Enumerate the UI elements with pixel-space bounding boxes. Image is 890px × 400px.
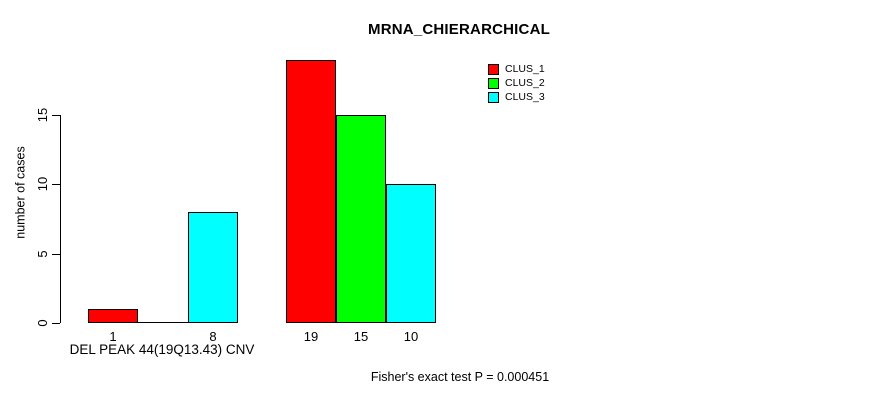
y-tick-label: 15 bbox=[35, 107, 50, 123]
bar-clus_3-group1 bbox=[188, 212, 238, 323]
legend-item-clus_1: CLUS_1 bbox=[488, 62, 545, 76]
fisher-test-annotation: Fisher's exact test P = 0.000451 bbox=[370, 370, 550, 384]
bar-clus_2-group2 bbox=[336, 115, 386, 323]
x-axis-label: DEL PEAK 44(19Q13.43) CNV bbox=[69, 342, 255, 357]
legend-swatch-clus_1 bbox=[488, 63, 499, 75]
legend-label: CLUS_3 bbox=[505, 91, 545, 103]
bar-value-label: 10 bbox=[403, 329, 419, 344]
bar-clus_2-group1 bbox=[138, 322, 188, 323]
bar-value-label: 15 bbox=[353, 329, 369, 344]
bar-clus_1-group1 bbox=[88, 309, 138, 323]
bar-clus_3-group2 bbox=[386, 184, 436, 323]
chart-title: MRNA_CHIERARCHICAL bbox=[368, 21, 550, 38]
y-axis-label: number of cases bbox=[13, 146, 28, 239]
y-axis-line bbox=[60, 115, 61, 323]
legend-label: CLUS_2 bbox=[505, 77, 545, 89]
legend-item-clus_3: CLUS_3 bbox=[488, 90, 545, 104]
y-tick-label: 5 bbox=[35, 250, 50, 258]
legend-item-clus_2: CLUS_2 bbox=[488, 76, 545, 90]
y-tick bbox=[52, 323, 60, 324]
legend-swatch-clus_2 bbox=[488, 77, 499, 89]
y-tick-label: 10 bbox=[35, 176, 50, 192]
y-tick bbox=[52, 115, 60, 116]
legend-swatch-clus_3 bbox=[488, 91, 499, 103]
bar-value-label: 19 bbox=[303, 329, 319, 344]
legend-label: CLUS_1 bbox=[505, 63, 545, 75]
y-tick bbox=[52, 254, 60, 255]
y-tick-label: 0 bbox=[35, 319, 50, 327]
y-tick bbox=[52, 184, 60, 185]
bar-value-label: 1 bbox=[109, 329, 117, 344]
bar-clus_1-group2 bbox=[286, 60, 336, 323]
bar-value-label: 8 bbox=[209, 329, 217, 344]
legend: CLUS_1 CLUS_2 CLUS_3 bbox=[488, 62, 545, 104]
